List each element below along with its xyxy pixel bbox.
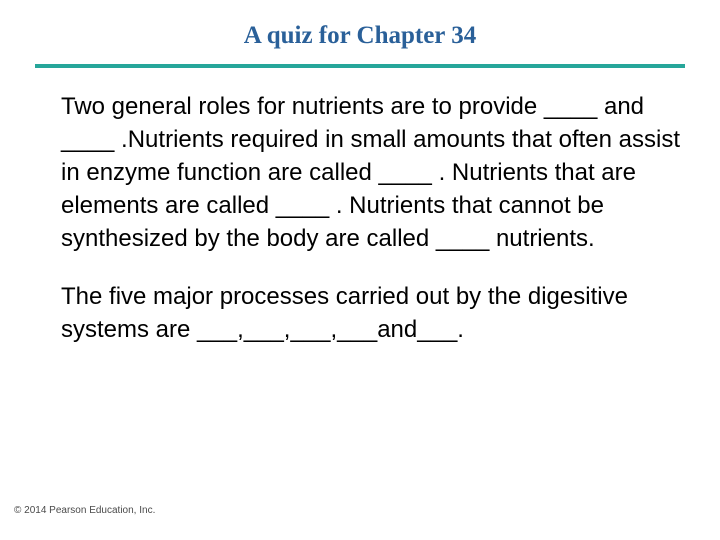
slide-content: Two general roles for nutrients are to p… (35, 90, 685, 346)
slide-title: A quiz for Chapter 34 (35, 22, 685, 50)
bullet-marker-icon (39, 280, 61, 346)
bullet-marker-icon (39, 90, 61, 256)
slide: A quiz for Chapter 34 Two general roles … (0, 0, 720, 540)
copyright-footer: © 2014 Pearson Education, Inc. (14, 505, 155, 516)
bullet-text: The five major processes carried out by … (61, 280, 681, 346)
list-item: The five major processes carried out by … (39, 280, 681, 346)
list-item: Two general roles for nutrients are to p… (39, 90, 681, 256)
title-divider (35, 64, 685, 68)
bullet-text: Two general roles for nutrients are to p… (61, 90, 681, 256)
